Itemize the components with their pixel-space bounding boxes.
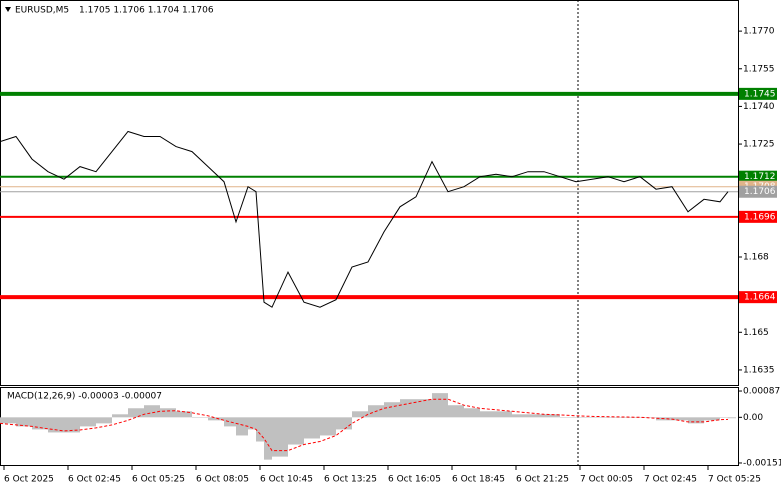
macd-bar <box>320 417 336 436</box>
macd-bar <box>512 414 528 418</box>
menu-arrow <box>5 7 11 12</box>
macd-bar <box>208 417 224 421</box>
macd-bar <box>704 417 720 421</box>
macd-bar <box>400 399 416 418</box>
x-tick-label: 7 Oct 02:45 <box>644 475 697 485</box>
price-label: 1.1712 <box>744 172 776 182</box>
price-label-box <box>739 185 777 198</box>
macd-bar <box>304 417 320 439</box>
price-label: 1.1706 <box>744 187 776 197</box>
ohlc-text: 1.1705 1.1706 1.1704 1.1706 <box>79 6 214 16</box>
macd-bar <box>592 417 608 418</box>
macd-bar <box>112 414 128 418</box>
x-tick-label: 7 Oct 05:25 <box>708 475 761 485</box>
price-label-box <box>739 291 777 304</box>
price-label: 1.1745 <box>744 89 776 99</box>
macd-bar <box>96 417 112 424</box>
x-tick-label: 6 Oct 21:25 <box>516 475 569 485</box>
price-line <box>0 130 729 308</box>
macd-bar <box>288 417 304 445</box>
macd-bar <box>192 417 208 418</box>
macd-bar <box>576 417 592 418</box>
macd-bar <box>16 417 32 427</box>
x-tick-label: 6 Oct 16:05 <box>388 475 441 485</box>
macd-bar <box>608 417 624 418</box>
y-tick-label: 1.1725 <box>743 140 775 150</box>
macd-bar <box>720 417 728 418</box>
macd-bar <box>448 405 464 418</box>
y-tick-label: 1.168 <box>743 253 769 263</box>
macd-bar <box>336 417 352 430</box>
macd-bar <box>496 411 512 418</box>
y-tick-label: 1.1740 <box>743 102 775 112</box>
symbol-title: EURUSD,M5 <box>15 6 69 16</box>
x-tick-label: 6 Oct 10:45 <box>260 475 313 485</box>
main-frame <box>0 0 739 386</box>
macd-bar <box>32 417 48 430</box>
macd-bar <box>480 411 496 418</box>
x-tick-label: 6 Oct 2025 <box>4 475 54 485</box>
y-tick-label: 1.1770 <box>743 27 775 37</box>
macd-bar <box>128 408 144 418</box>
y-tick-label: 1.1755 <box>743 64 775 74</box>
y-tick-label: 1.165 <box>743 328 769 338</box>
macd-bar <box>236 417 248 436</box>
signal-line <box>0 398 729 452</box>
macd-bar <box>272 417 288 457</box>
macd-bar <box>80 417 96 427</box>
macd-bar <box>48 417 64 433</box>
macd-bar <box>560 417 576 418</box>
macd-bar <box>176 411 192 418</box>
macd-bar <box>672 417 688 421</box>
price-label: 1.1696 <box>744 212 776 222</box>
y-tick-label: 0.00087 <box>743 387 780 397</box>
price-label: 1.1664 <box>744 293 776 303</box>
macd-bar <box>416 399 432 418</box>
macd-title: MACD(12,26,9) -0.00003 -0.00007 <box>7 392 162 402</box>
macd-bar <box>432 393 448 418</box>
macd-bar <box>0 417 16 424</box>
x-tick-label: 6 Oct 05:25 <box>132 475 185 485</box>
macd-bar <box>64 417 80 433</box>
macd-bar <box>144 405 160 418</box>
x-tick-label: 6 Oct 08:05 <box>196 475 249 485</box>
macd-bar <box>160 408 176 418</box>
y-tick-label: 0.00 <box>743 413 763 423</box>
price-label-box <box>739 170 777 183</box>
macd-bar <box>352 411 368 418</box>
macd-bar <box>264 417 272 460</box>
macd-bar <box>528 414 544 418</box>
macd-bar <box>688 417 704 424</box>
x-tick-label: 6 Oct 13:25 <box>324 475 377 485</box>
macd-bar <box>544 414 560 418</box>
x-tick-label: 6 Oct 02:45 <box>68 475 121 485</box>
x-tick-label: 7 Oct 00:05 <box>580 475 633 485</box>
y-tick-label: -0.00151 <box>743 458 781 468</box>
macd-bar <box>464 408 480 418</box>
macd-frame <box>0 387 739 466</box>
x-tick-label: 6 Oct 18:45 <box>452 475 505 485</box>
macd-bar <box>728 417 736 419</box>
price-label-box <box>739 87 777 100</box>
macd-bar <box>256 417 264 442</box>
macd-bar <box>248 417 256 430</box>
price-label-box <box>739 210 777 223</box>
y-tick-label: 1.1635 <box>743 365 775 375</box>
macd-bar <box>224 417 236 427</box>
macd-bar <box>384 402 400 418</box>
